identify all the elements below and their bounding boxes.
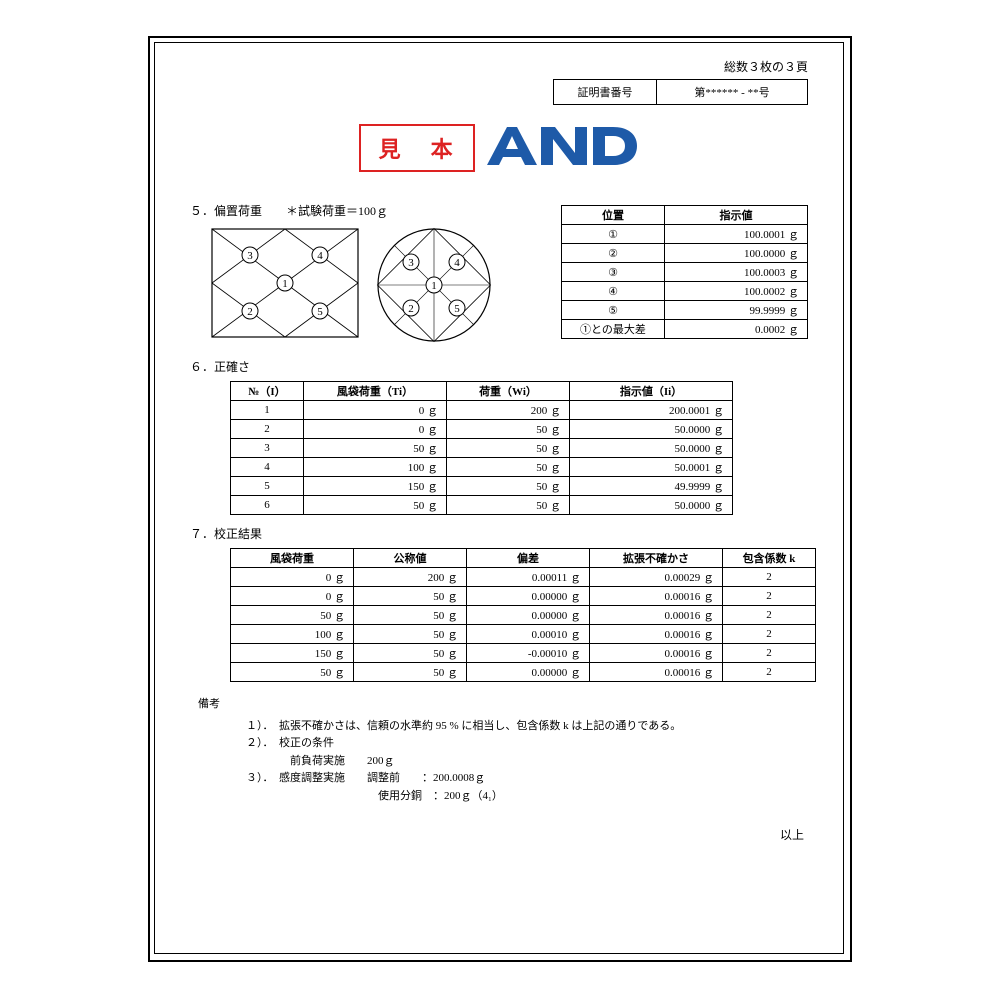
remark-line: ３）． 感度調整実施 調整前 ：200.0008ｇ xyxy=(246,770,826,788)
remark-line: 使用分銅 ：200ｇ（4₁） xyxy=(246,788,826,806)
table-row: 150 ｇ50 ｇ-0.00010 ｇ0.00016 ｇ2 xyxy=(231,644,816,663)
round-pan-diagram: 1 2 3 4 5 xyxy=(374,225,494,348)
section7-title: ７．校正結果 xyxy=(190,525,826,542)
svg-text:4: 4 xyxy=(454,257,460,269)
rect-pan-diagram: 1 2 3 4 5 xyxy=(210,225,360,344)
table-row: 50 ｇ50 ｇ0.00000 ｇ0.00016 ｇ2 xyxy=(231,663,816,682)
end-mark: 以上 xyxy=(170,826,804,843)
cert-value: 第****** - **号 xyxy=(657,80,808,105)
svg-text:4: 4 xyxy=(317,250,323,262)
remark-line: ２）． 校正の条件 xyxy=(246,735,826,753)
table-row: ①との最大差0.0002 ｇ xyxy=(562,320,808,339)
table-row: ③100.0003 ｇ xyxy=(562,263,808,282)
table-row: ①100.0001 ｇ xyxy=(562,225,808,244)
svg-text:2: 2 xyxy=(408,303,414,315)
cert-label: 証明書番号 xyxy=(554,80,657,105)
and-logo xyxy=(487,121,637,174)
svg-text:3: 3 xyxy=(408,257,414,269)
page-count: 総数３枚の３頁 xyxy=(170,58,808,75)
accuracy-table: №（I） 風袋荷重（Ti） 荷重（Wi） 指示値（Ii） 10 ｇ200 ｇ20… xyxy=(230,381,733,515)
table-row: 0 ｇ50 ｇ0.00000 ｇ0.00016 ｇ2 xyxy=(231,587,816,606)
svg-text:2: 2 xyxy=(247,306,253,318)
remark-line: １）． 拡張不確かさは、信頼の水準約 95 % に相当し、包含係数 k は上記の… xyxy=(246,718,826,736)
table-row: ④100.0002 ｇ xyxy=(562,282,808,301)
sample-stamp: 見 本 xyxy=(359,124,475,172)
table-row: 350 ｇ50 ｇ50.0000 ｇ xyxy=(231,439,733,458)
table-row: 100 ｇ50 ｇ0.00010 ｇ0.00016 ｇ2 xyxy=(231,625,816,644)
section6-title: ６．正確さ xyxy=(190,358,826,375)
remark-line: 前負荷実施 200ｇ xyxy=(246,753,826,771)
table-row: ⑤99.9999 ｇ xyxy=(562,301,808,320)
table-row: ②100.0000 ｇ xyxy=(562,244,808,263)
svg-text:5: 5 xyxy=(454,303,460,315)
remarks-heading: 備考 xyxy=(198,696,826,714)
col-position: 位置 xyxy=(562,206,665,225)
table-row: 0 ｇ200 ｇ0.00011 ｇ0.00029 ｇ2 xyxy=(231,568,816,587)
table-row: 650 ｇ50 ｇ50.0000 ｇ xyxy=(231,496,733,515)
table-row: 10 ｇ200 ｇ200.0001 ｇ xyxy=(231,401,733,420)
table-row: 5150 ｇ50 ｇ49.9999 ｇ xyxy=(231,477,733,496)
svg-text:5: 5 xyxy=(317,306,323,318)
table-row: 20 ｇ50 ｇ50.0000 ｇ xyxy=(231,420,733,439)
col-indication: 指示値 xyxy=(665,206,808,225)
table-row: 4100 ｇ50 ｇ50.0001 ｇ xyxy=(231,458,733,477)
svg-text:1: 1 xyxy=(431,280,437,292)
calibration-result-table: 風袋荷重 公称値 偏差 拡張不確かさ 包含係数 k 0 ｇ200 ｇ0.0001… xyxy=(230,548,816,682)
table-row: 50 ｇ50 ｇ0.00000 ｇ0.00016 ｇ2 xyxy=(231,606,816,625)
svg-text:1: 1 xyxy=(282,278,288,290)
svg-text:3: 3 xyxy=(247,250,253,262)
certificate-number-box: 証明書番号 第****** - **号 xyxy=(553,79,808,105)
offset-load-table: 位置 指示値 ①100.0001 ｇ ②100.0000 ｇ ③100.0003… xyxy=(561,205,808,339)
